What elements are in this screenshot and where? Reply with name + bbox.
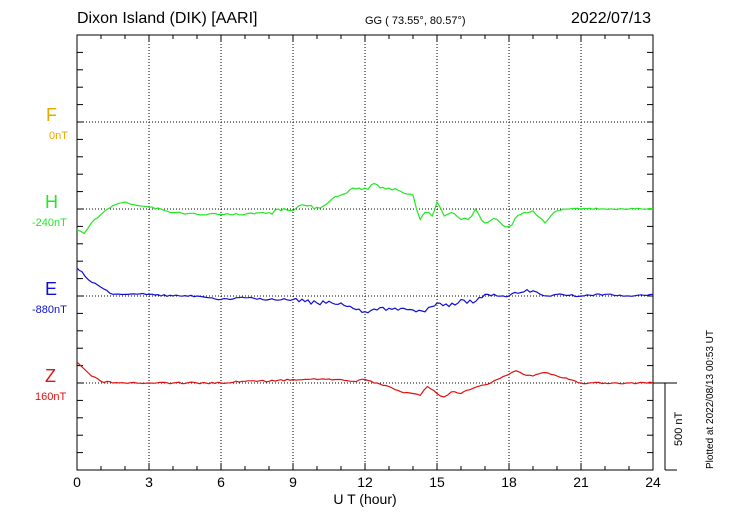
scale-bar-label: 500 nT [673,411,685,446]
x-tick-label: 12 [357,474,373,490]
trace-z [76,361,654,398]
x-tick-label: 9 [289,474,297,490]
date-label: 2022/07/13 [571,10,652,27]
x-tick-label: 21 [573,474,589,490]
trace-series [76,182,654,398]
trace-h [76,182,654,235]
station-title: Dixon Island (DIK) [AARI] [77,10,258,27]
component-letter-e: E [45,279,58,299]
plotted-at-note: Plotted at 2022/08/13 00:53 UT [705,330,716,469]
x-tick-label: 15 [429,474,445,490]
grid-lines [77,35,653,470]
axis-ticks: 0 3 6 9 12 15 18 21 24 [73,34,661,490]
x-tick-label: 24 [645,474,661,490]
component-baseline-z: 160nT [35,391,67,403]
component-letter-z: Z [45,366,56,386]
x-tick-label: 6 [217,474,225,490]
x-tick-label: 3 [145,474,153,490]
component-baseline-h: -240nT [32,217,67,229]
component-baseline-e: -880nT [32,304,67,316]
component-baseline-f: 0nT [49,130,68,142]
x-axis-label: U T (hour) [333,491,396,507]
x-tick-label: 0 [73,474,81,490]
x-tick-label: 18 [501,474,517,490]
component-letter-h: H [45,192,58,212]
trace-e [76,267,654,314]
component-letter-f: F [46,105,57,125]
scale-bar [653,382,677,471]
station-coordinates: GG ( 73.55°, 80.57°) [365,15,466,27]
